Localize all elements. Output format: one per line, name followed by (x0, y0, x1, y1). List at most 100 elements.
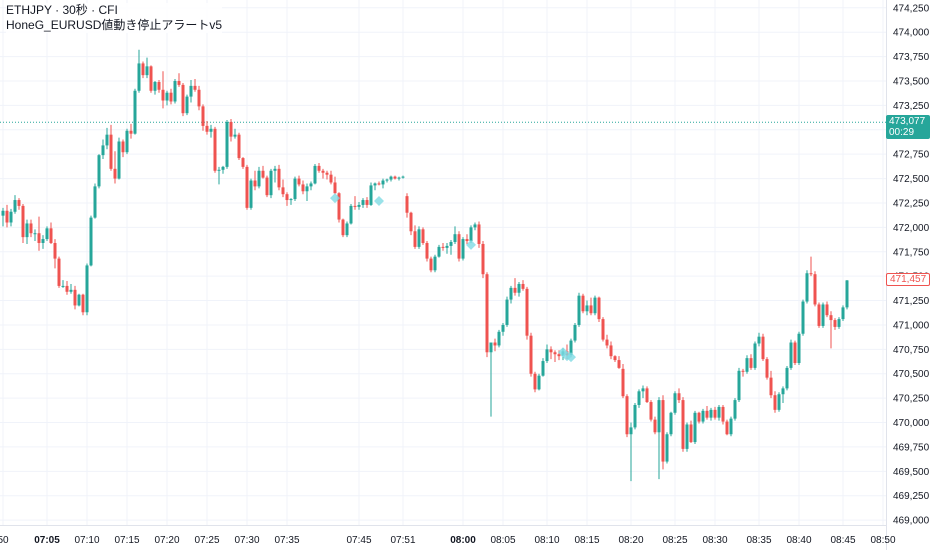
candle (153, 80, 157, 95)
candle-body (209, 128, 213, 132)
candle-body (265, 177, 269, 196)
candle (817, 302, 821, 328)
candle-body (805, 273, 809, 302)
candle-body (117, 141, 121, 179)
candle (269, 168, 273, 199)
candle (545, 344, 549, 364)
candle-body (529, 335, 533, 374)
candle-body (97, 155, 101, 187)
candle-body (229, 121, 233, 137)
candle-body (437, 246, 441, 257)
x-tick-label: 08:35 (746, 535, 771, 546)
candle (77, 293, 81, 307)
x-tick-label: 07:15 (114, 535, 139, 546)
candle-body (429, 258, 433, 271)
candle (665, 432, 669, 464)
candle (105, 127, 109, 150)
candle (505, 296, 509, 327)
candle-body (481, 243, 485, 275)
candle (653, 416, 657, 435)
y-tick-label: 473,750 (893, 52, 930, 63)
candle-body (581, 295, 585, 312)
x-tick-label: 08:05 (490, 535, 515, 546)
candle-body (349, 205, 353, 224)
candle (617, 356, 621, 369)
y-tick-label: 470,250 (893, 394, 930, 405)
candle (13, 195, 17, 214)
candle (285, 192, 289, 206)
candle (321, 168, 325, 179)
candle (445, 242, 449, 254)
candle (425, 241, 429, 262)
candle-body (157, 81, 161, 90)
candle-body (29, 223, 33, 234)
symbol-title[interactable]: ETHJPY · 30秒 · CFI (6, 3, 118, 17)
candle (185, 94, 189, 116)
candle-body (825, 304, 829, 316)
candle-body (9, 211, 13, 223)
candle-body (725, 421, 729, 435)
candle-body (205, 125, 209, 132)
candle-body (441, 246, 445, 248)
candle (685, 422, 689, 452)
time-axis[interactable]: 50 07:05 07:10 07:15 07:20 07:25 07:30 07:35 07:… (0, 525, 896, 547)
candle-body (369, 185, 373, 205)
candle (221, 165, 225, 174)
candle (173, 79, 177, 104)
candle (265, 175, 269, 198)
candle (589, 297, 593, 316)
candle (217, 166, 221, 185)
candle (249, 178, 253, 210)
candle (277, 164, 281, 191)
candle (465, 234, 469, 244)
y-tick-label: 469,000 (893, 516, 930, 527)
candle (309, 181, 313, 191)
candle-body (681, 400, 685, 449)
candle (593, 295, 597, 316)
candle-body (809, 273, 813, 275)
candle-body (201, 106, 205, 126)
candle-body (177, 80, 181, 85)
diamond-marker (566, 352, 576, 363)
candle-body (457, 234, 461, 259)
candle (697, 411, 701, 424)
candle (341, 218, 345, 238)
candle (661, 395, 665, 470)
current-price-tag: 471,457 (886, 273, 930, 287)
indicator-markers (330, 193, 576, 363)
candle-body (121, 141, 125, 153)
candle (477, 221, 481, 248)
candle (201, 104, 205, 131)
candle (573, 323, 577, 343)
y-tick-label: 469,500 (893, 467, 930, 478)
candle (233, 128, 237, 139)
candle (765, 357, 769, 380)
candle-body (137, 63, 141, 91)
candle (381, 178, 385, 189)
candle-body (493, 342, 497, 346)
candle (165, 90, 169, 106)
candle (377, 181, 381, 186)
candle-body (645, 388, 649, 403)
indicator-title[interactable]: HoneG_EURUSD値動き停止アラートv5 (6, 18, 223, 32)
candle (745, 355, 749, 374)
candle-body (21, 205, 25, 238)
candle (797, 331, 801, 365)
candle-body (841, 307, 845, 320)
candle-body (609, 345, 613, 357)
candle (773, 391, 777, 413)
candle (421, 227, 425, 245)
countdown-label: 00:29 (889, 127, 915, 139)
candle-body (545, 349, 549, 362)
candle-body (625, 396, 629, 435)
candle (821, 302, 825, 328)
candle (121, 139, 125, 158)
candle (161, 71, 165, 109)
candle (537, 373, 541, 391)
candle (393, 175, 397, 180)
candle-body (753, 343, 757, 368)
price-axis[interactable]: 469,000 469,250 469,500 469,750 470,000 470,2… (886, 0, 930, 550)
candle (157, 80, 161, 93)
candle (365, 197, 369, 208)
